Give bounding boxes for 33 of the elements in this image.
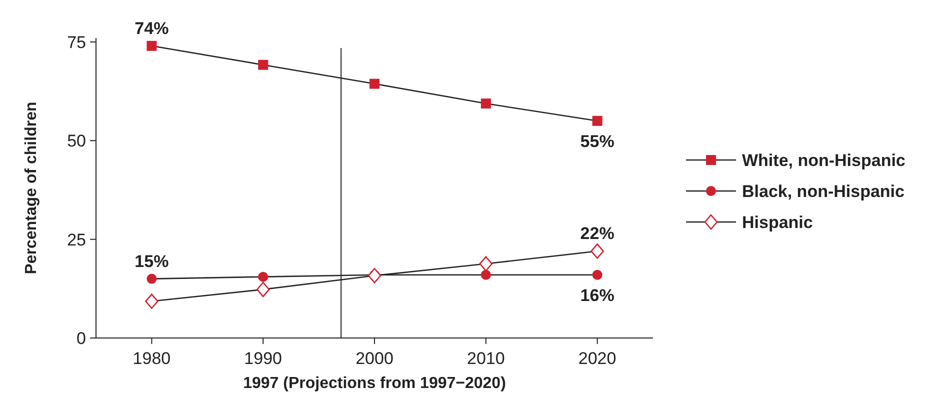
point xyxy=(480,98,491,109)
x-tick-label: 1980 xyxy=(132,349,171,368)
point xyxy=(480,270,491,280)
data-label: 55% xyxy=(580,132,614,151)
x-tick-label: 2020 xyxy=(578,349,616,368)
y-tick-label: 0 xyxy=(76,328,86,348)
point xyxy=(592,116,602,126)
point xyxy=(146,274,157,284)
x-tick-label: 1990 xyxy=(244,349,282,368)
point xyxy=(146,40,157,51)
data-label: 16% xyxy=(580,286,614,305)
y-tick-label: 75 xyxy=(67,32,86,52)
point xyxy=(590,244,604,259)
y-tick-label: 25 xyxy=(67,230,86,250)
x-tick-label: 2010 xyxy=(466,349,505,368)
data-label: 22% xyxy=(580,224,614,244)
x-tick-label: 2000 xyxy=(356,349,394,368)
point xyxy=(368,268,382,284)
legend-label: Black, non-Hispanic xyxy=(742,182,904,201)
legend-label: White, non-Hispanic xyxy=(742,150,906,170)
data-label: 74% xyxy=(134,18,169,38)
point xyxy=(145,294,158,309)
legend-label: Hispanic xyxy=(742,212,813,232)
point xyxy=(258,60,268,70)
point xyxy=(370,78,380,89)
point xyxy=(258,272,268,282)
data-label: 15% xyxy=(134,252,169,271)
y-axis-title: Percentage of children xyxy=(23,102,40,274)
point xyxy=(592,270,602,280)
point xyxy=(479,256,493,272)
point xyxy=(256,282,270,298)
x-axis-title: 1997 (Projections from 1997−2020) xyxy=(243,375,506,392)
y-tick-label: 50 xyxy=(67,132,86,151)
